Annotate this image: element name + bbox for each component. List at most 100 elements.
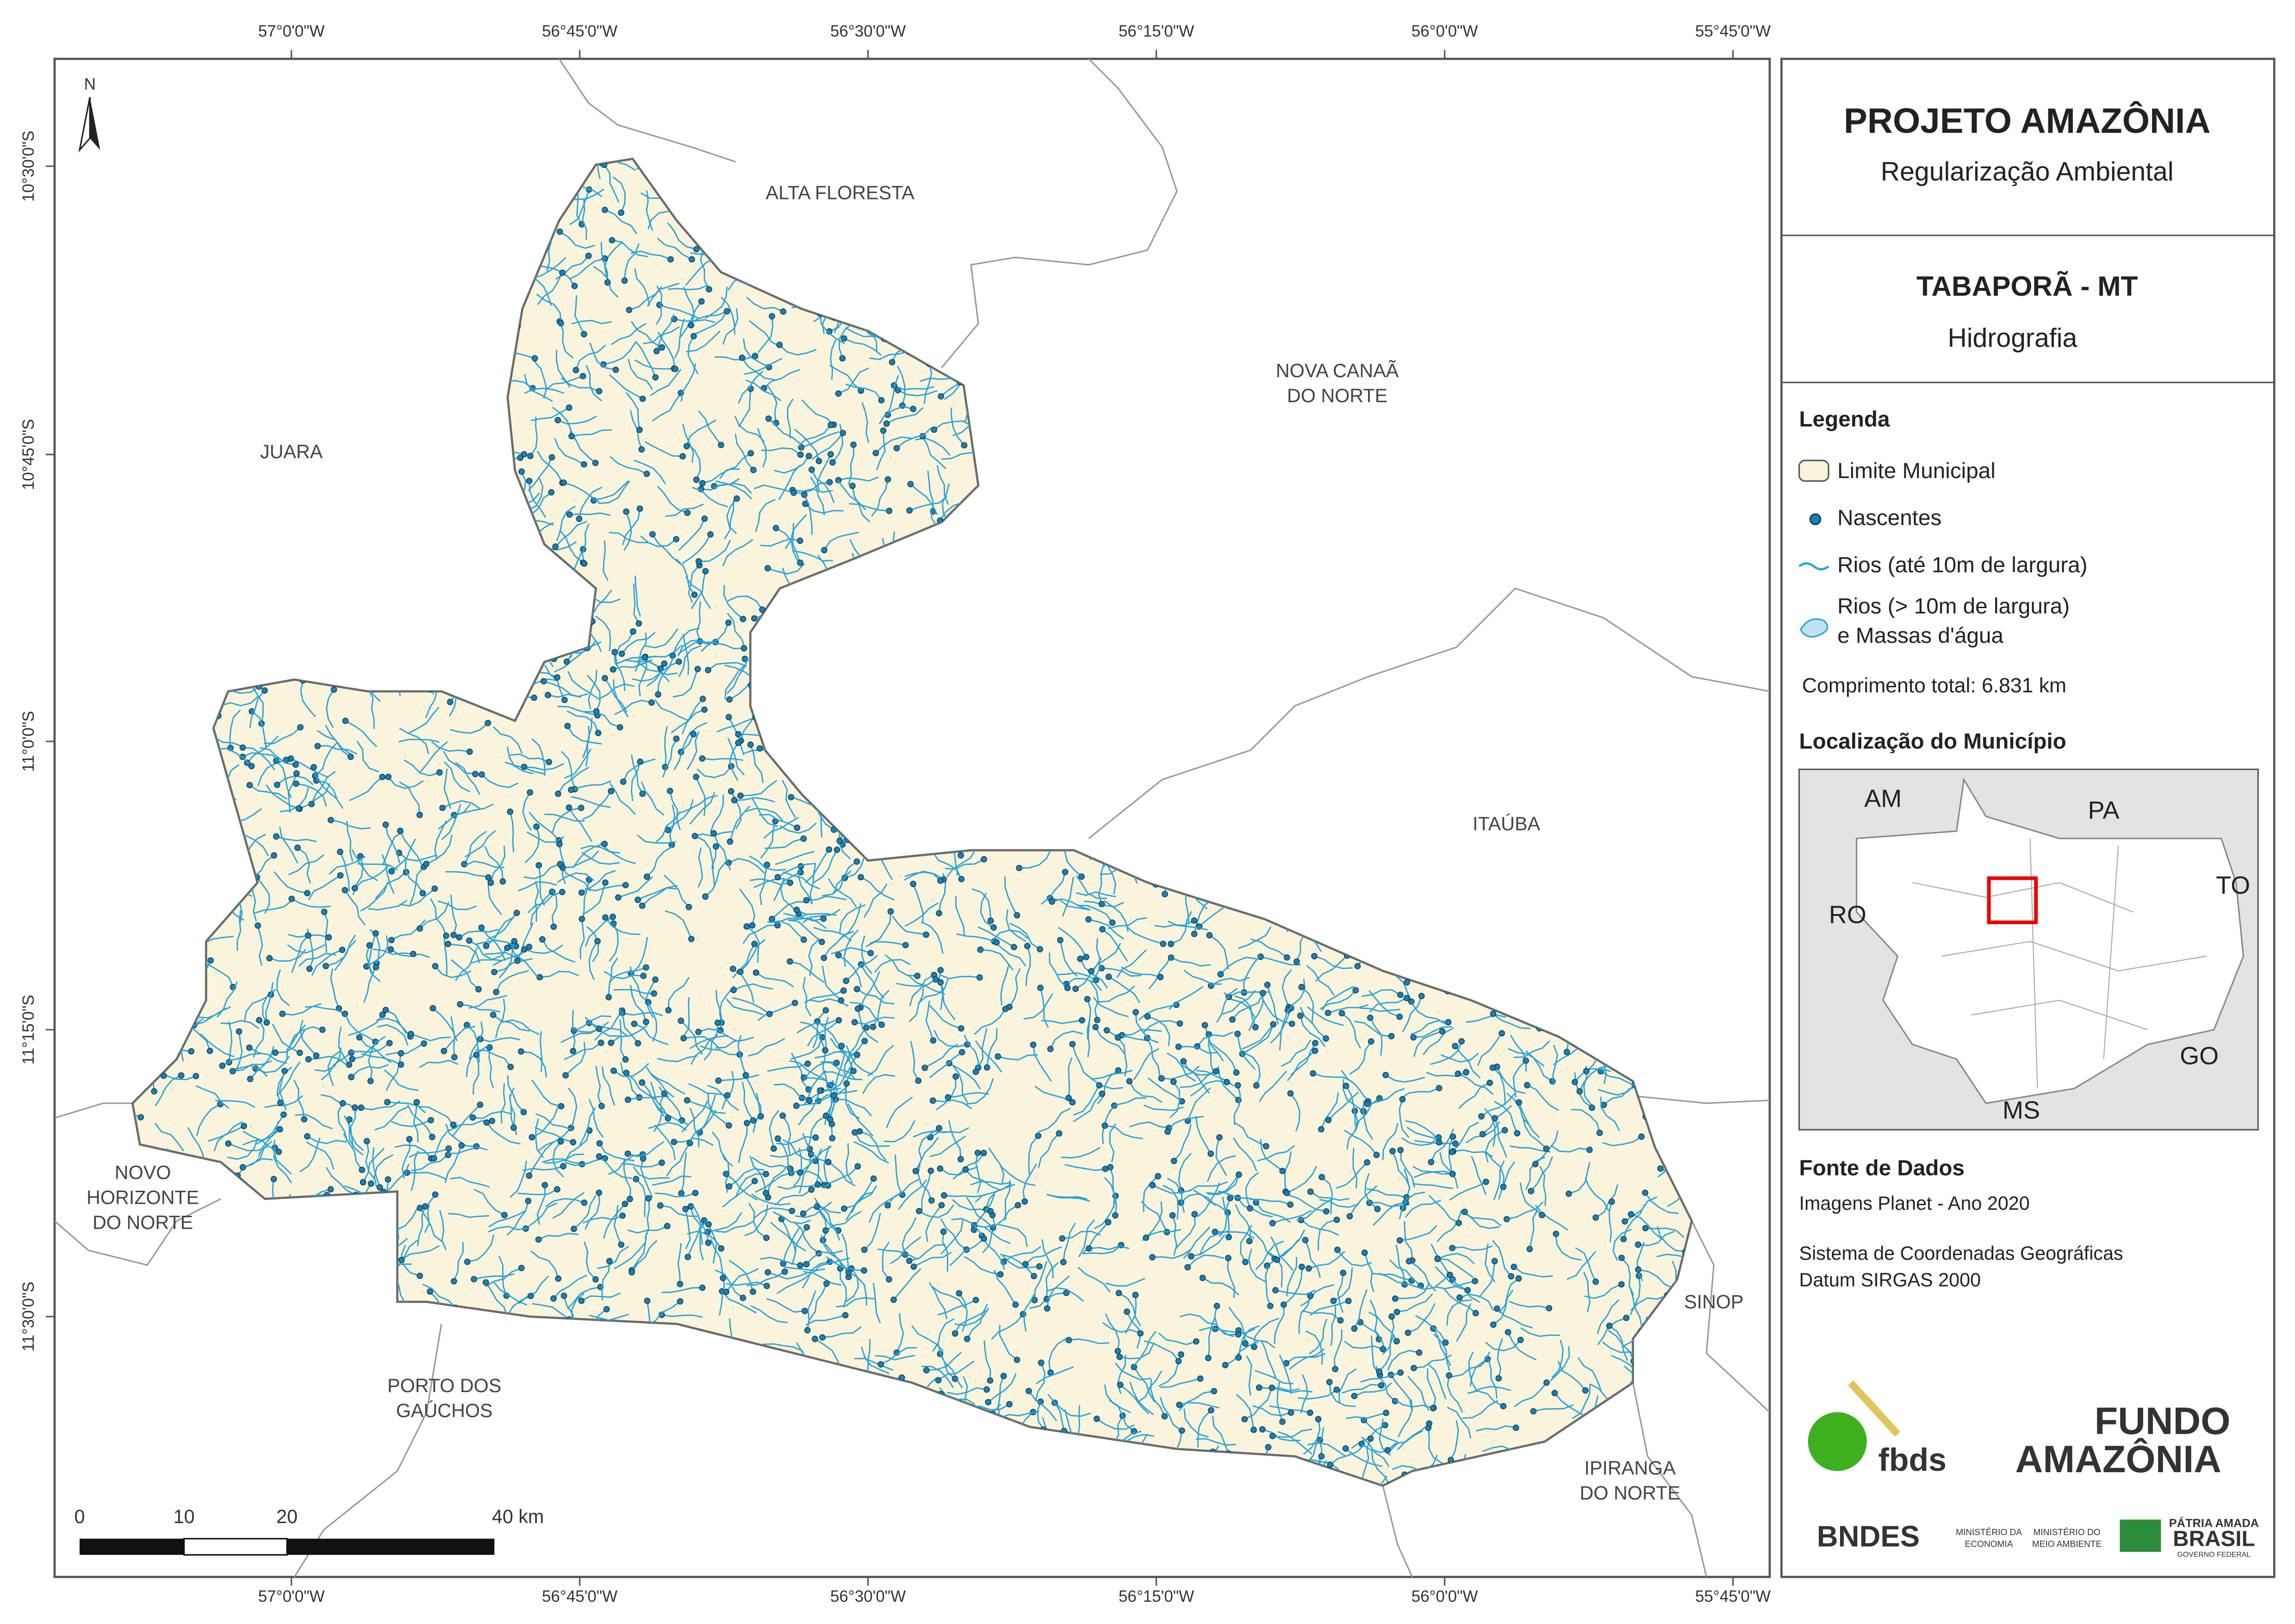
river [306,1141,335,1170]
spring [533,823,540,830]
spring [1256,1384,1263,1391]
river [517,1188,558,1195]
river [488,1226,528,1232]
river [678,639,711,656]
spring [747,386,754,392]
river [898,1179,927,1210]
river [213,1125,244,1151]
river [770,1221,796,1253]
river [362,1148,385,1183]
spring [938,1202,945,1208]
river [763,369,800,389]
spring [838,997,845,1004]
river [1069,1338,1110,1344]
spring [886,1276,892,1283]
spring [958,1049,965,1056]
river [258,1121,279,1157]
spring [1493,1305,1500,1312]
spring [1396,1014,1403,1020]
spring [447,698,454,705]
spring [661,660,668,667]
spring [851,1019,858,1026]
spring [867,950,874,957]
spring [1217,971,1224,977]
spring [685,903,692,910]
river [631,754,643,794]
river [603,971,644,979]
spring [652,374,659,381]
spring [1012,1301,1019,1308]
spring [679,453,686,460]
river [531,738,546,776]
river [1152,1249,1192,1259]
spring [1176,1020,1183,1027]
river [796,1094,836,1107]
spring [659,344,665,351]
river [445,871,486,877]
river [793,1148,802,1188]
spring [1456,1294,1463,1301]
spring [1549,1078,1556,1084]
spring [327,1186,334,1193]
river [407,1104,433,1138]
river [1148,954,1172,989]
river [559,321,574,359]
spring [769,915,775,922]
spring [1180,1058,1187,1065]
spring [835,952,842,958]
ministry-logo: MINISTÉRIO DO [2033,1528,2100,1537]
spring [804,1327,811,1334]
longitude-label: 56°30'0"W [830,1587,906,1605]
river [444,761,471,792]
river [630,937,648,974]
spring [929,1097,936,1104]
spring [616,724,623,731]
river [645,628,678,648]
place-label: NOVO [115,1162,171,1183]
spring [1638,1133,1645,1140]
spring [678,1190,685,1197]
river [538,1232,578,1240]
river [582,882,606,915]
spring [1512,1425,1519,1431]
river [1475,1425,1516,1432]
river [571,320,612,324]
river [860,877,895,901]
spring [348,1074,355,1081]
river [772,1211,811,1224]
spring [592,1276,599,1283]
river [471,947,508,964]
river [524,763,564,771]
river [775,527,798,561]
river [964,1256,1001,1275]
spring [684,1097,690,1104]
river [537,1127,572,1152]
river [350,1107,356,1148]
river [927,470,934,512]
spring [1225,1255,1231,1262]
spring [603,1306,610,1313]
river [559,844,566,884]
river [580,845,621,854]
river [680,1020,703,1055]
river [575,344,606,371]
spring [570,1139,577,1145]
spring [558,1103,565,1110]
river [1337,1273,1344,1313]
river [345,1014,376,1043]
spring [779,1112,786,1119]
river [154,1123,185,1151]
spring [914,972,920,979]
river [769,1110,779,1149]
river [557,872,595,883]
river [623,1159,632,1199]
spring [1084,996,1091,1002]
river [357,863,398,871]
spring [560,1163,566,1170]
spring [636,505,643,512]
river [1178,1390,1214,1412]
spring [398,1050,404,1057]
river [493,1282,528,1306]
river [859,1131,887,1161]
river [1507,1332,1537,1361]
